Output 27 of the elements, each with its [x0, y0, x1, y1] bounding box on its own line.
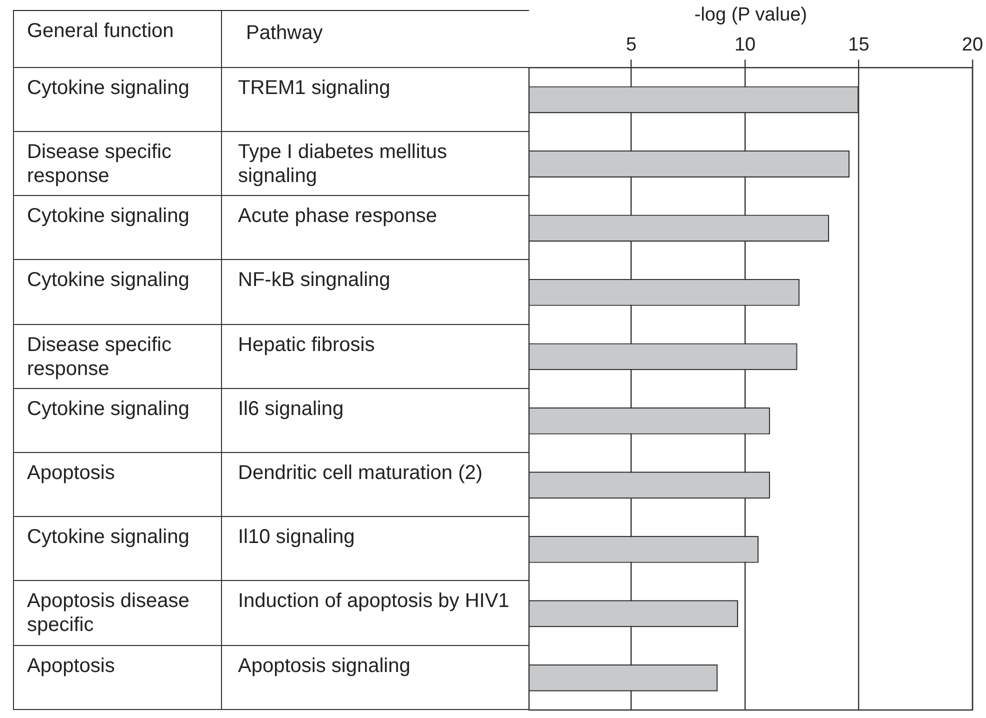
- y-tick-label: Hepatic fibrosis: [237, 332, 376, 358]
- y-tick-label: Induction of apoptosis by HIV1: [237, 589, 510, 614]
- text: General function: [14, 10, 222, 67]
- y-tick-label: Il6 signaling: [237, 396, 345, 422]
- text: Disease specific response: [14, 324, 222, 388]
- text: Disease specific response: [14, 132, 222, 196]
- text: Apoptosis: [14, 646, 222, 709]
- text: Apoptosis disease specific: [14, 581, 222, 645]
- y-tick-label: Type I diabetes mellitus signaling: [237, 140, 448, 189]
- y-tick-label: Il10 signaling: [237, 525, 356, 550]
- x-tick-label: 15: [848, 34, 870, 56]
- text: Apoptosis: [14, 453, 222, 516]
- text: Cytokine signaling: [14, 388, 222, 452]
- y-axis-title: Pathway: [245, 20, 324, 46]
- x-axis-title: -log (P value): [694, 4, 808, 26]
- x-tick-label: 5: [626, 34, 637, 56]
- text: Cytokine signaling: [14, 196, 222, 260]
- y-tick-label: Acute phase response: [237, 204, 438, 230]
- x-tick-label: 20: [962, 34, 984, 56]
- y-tick-label: Dendritic cell maturation (2): [237, 461, 484, 486]
- y-tick-label: TREM1 signaling: [237, 76, 392, 101]
- y-tick-label: Apoptosis signaling: [237, 654, 412, 679]
- text: Cytokine signaling: [14, 517, 222, 580]
- text: Cytokine signaling: [14, 260, 222, 324]
- x-tick-label: 10: [734, 34, 756, 56]
- y-tick-label: NF-kB singnaling: [237, 268, 392, 294]
- text: Cytokine signaling: [14, 68, 222, 131]
